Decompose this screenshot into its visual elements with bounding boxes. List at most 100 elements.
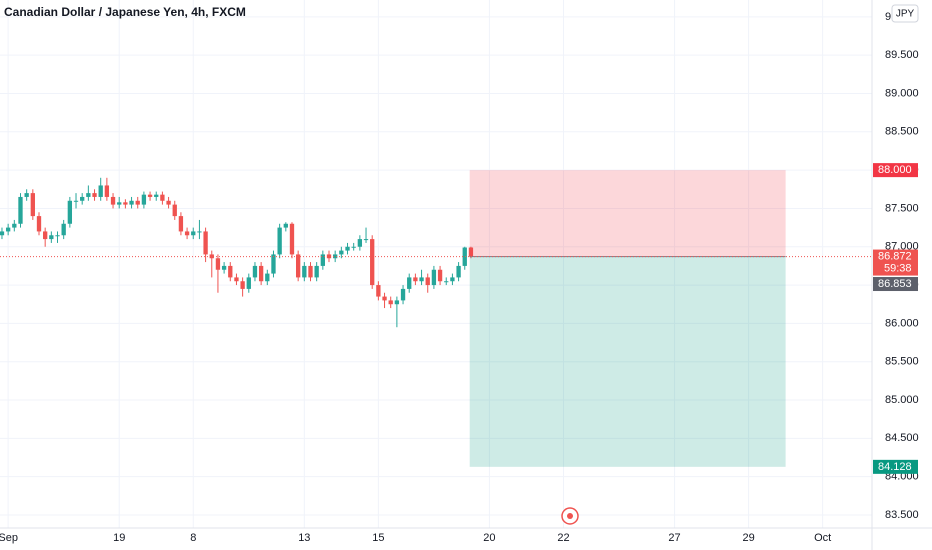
y-tick-label: 85.500 [885, 356, 919, 368]
candle-body [339, 250, 344, 255]
candle-body [5, 227, 11, 232]
candle-body [110, 196, 116, 205]
candle-body [246, 277, 251, 289]
candle-body [36, 216, 42, 232]
y-tick-label: 86.000 [885, 317, 919, 329]
candle-body [135, 200, 140, 205]
candle-body [117, 202, 122, 205]
y-tick-label: 84.500 [885, 432, 919, 444]
candle-body [271, 254, 276, 274]
currency-label[interactable]: JPY [896, 9, 915, 20]
candle-body [147, 194, 153, 197]
candle-body [184, 231, 190, 236]
candle-body [178, 216, 184, 232]
candle-body [160, 194, 165, 201]
candle-body [123, 202, 128, 205]
candle-body [98, 185, 103, 197]
candle-body [295, 254, 301, 278]
stop-label: 88.000 [878, 164, 912, 176]
x-tick-label: Sep [0, 532, 18, 544]
candle-body [351, 246, 356, 248]
candle-body [357, 239, 363, 247]
candle-body [413, 277, 418, 282]
last-price-label-box [873, 249, 918, 276]
x-tick-label: 27 [668, 532, 680, 544]
candle-body [289, 223, 295, 255]
candle-body [419, 277, 424, 282]
candle-body [382, 296, 387, 301]
candle-body [283, 223, 288, 228]
candle-body [425, 277, 430, 286]
candle-body [24, 193, 29, 197]
candle-body [240, 281, 245, 289]
candle-body [302, 265, 307, 278]
candle-body [456, 265, 461, 278]
candle-body [252, 265, 258, 278]
candle-body [228, 265, 233, 278]
candle-body [197, 231, 202, 233]
x-tick-label: Oct [814, 532, 831, 544]
x-tick-label: 29 [742, 532, 754, 544]
candle-body [314, 265, 319, 278]
candle-body [209, 254, 214, 259]
candle-body [320, 254, 325, 266]
currency-button[interactable] [891, 4, 919, 23]
chart-title: Canadian Dollar / Japanese Yen, 4h, FXCM [4, 5, 246, 19]
candle-body [376, 285, 381, 297]
candle-body [104, 185, 110, 197]
candle-body [468, 247, 474, 257]
candle-body [49, 235, 54, 240]
candle-body [437, 269, 443, 282]
candle-body [444, 281, 449, 283]
x-tick-label: 8 [190, 532, 196, 544]
candle-body [43, 231, 48, 240]
candle-body [0, 231, 5, 236]
candle-body [80, 196, 85, 201]
other-price-box [873, 277, 918, 292]
target-label-box [873, 459, 918, 474]
candle-body [394, 300, 400, 305]
candle-body [141, 194, 147, 205]
candle-body [86, 193, 91, 197]
candle-body [61, 223, 66, 236]
candle-body [172, 204, 177, 217]
candle-body [129, 200, 134, 205]
y-tick-label: 89.500 [885, 49, 919, 61]
candle-body [55, 235, 60, 237]
x-tick-label: 22 [557, 532, 569, 544]
target-zone [469, 256, 786, 467]
candle-body [73, 200, 79, 202]
candle-body [388, 300, 393, 305]
x-tick-label: 15 [372, 532, 384, 544]
candle-body [166, 200, 171, 205]
candle-body [400, 288, 406, 301]
candle-body [333, 254, 338, 259]
last-price-label: 86.872 [878, 250, 912, 262]
candle-body [407, 277, 412, 289]
candle-body [450, 277, 455, 282]
x-tick-label: 20 [483, 532, 495, 544]
candle-body [265, 273, 270, 282]
countdown: 59:38 [884, 262, 912, 274]
stop-zone [469, 170, 786, 257]
x-tick-label: 19 [113, 532, 125, 544]
x-tick-label: 13 [298, 532, 310, 544]
y-tick-label: 88.500 [885, 126, 919, 138]
candle-body [431, 269, 437, 286]
candle-body [277, 227, 282, 255]
y-tick-label: 87.500 [885, 202, 919, 214]
candle-body [234, 277, 239, 282]
target-label: 84.128 [878, 461, 912, 473]
stop-label-box [873, 163, 918, 178]
candle-body [258, 265, 264, 282]
event-marker-dot [567, 513, 573, 519]
candle-body [67, 200, 73, 224]
candle-body [462, 247, 467, 266]
candle-body [308, 265, 313, 278]
other-price-label: 86.853 [878, 278, 912, 290]
candle-body [154, 194, 159, 197]
candle-body [92, 193, 97, 197]
y-tick-label: 89.000 [885, 87, 919, 99]
